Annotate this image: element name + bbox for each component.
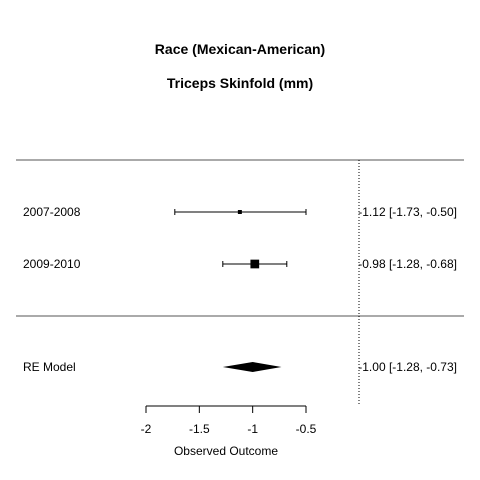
chart-subtitle: Triceps Skinfold (mm) — [167, 75, 313, 91]
x-tick-label: -0.5 — [296, 422, 317, 436]
summary-label: RE Model — [23, 360, 76, 374]
x-tick-label: -1.5 — [189, 422, 210, 436]
x-axis-label: Observed Outcome — [174, 444, 278, 458]
summary-group: RE Model -1.00 [-1.28, -0.73] — [23, 360, 457, 374]
x-axis: -2 -1.5 -1 -0.5 — [141, 405, 317, 436]
x-tick-label: -2 — [141, 422, 152, 436]
study-point-estimate — [250, 259, 260, 269]
study-estimate-text: -1.12 [-1.73, -0.50] — [358, 205, 457, 219]
summary-estimate-text: -1.00 [-1.28, -0.73] — [358, 360, 457, 374]
study-label: 2009-2010 — [23, 257, 81, 271]
study-estimate-text: -0.98 [-1.28, -0.68] — [358, 257, 457, 271]
x-tick-label: -1 — [247, 422, 258, 436]
chart-title: Race (Mexican-American) — [155, 41, 325, 57]
studies-group: 2007-2008 -1.12 [-1.73, -0.50] 2009-2010 -0… — [23, 205, 457, 271]
study-label: 2007-2008 — [23, 205, 81, 219]
study-point-estimate — [237, 210, 242, 214]
summary-diamond — [222, 362, 282, 372]
